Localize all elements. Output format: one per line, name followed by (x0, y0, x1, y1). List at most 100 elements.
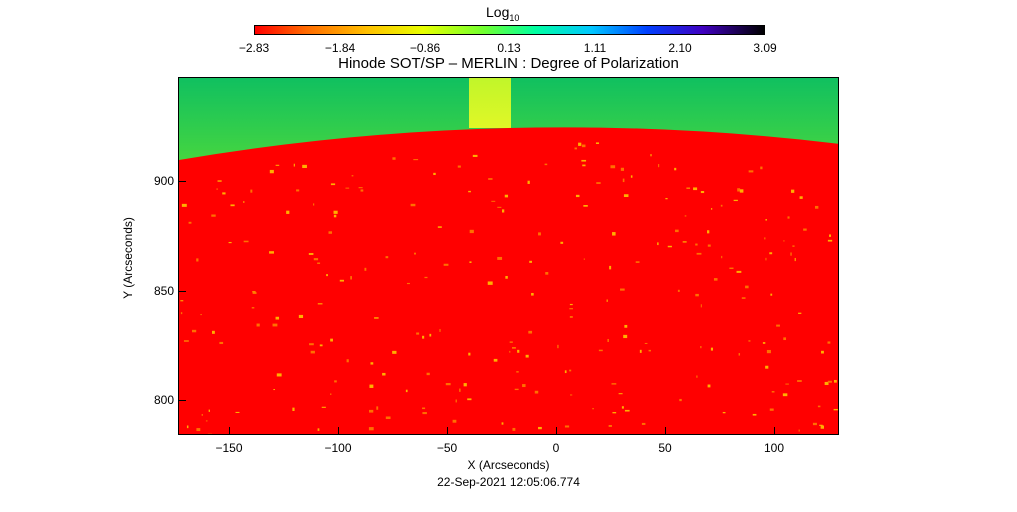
polarization-speck (678, 290, 680, 292)
polarization-speck (516, 371, 518, 372)
polarization-speck (453, 420, 457, 423)
polarization-speck (749, 170, 754, 172)
polarization-speck (314, 258, 318, 260)
polarization-speck (497, 257, 502, 260)
polarization-speck (765, 219, 766, 221)
polarization-speck (642, 423, 646, 425)
polarization-speck (575, 148, 577, 150)
polarization-speck (624, 194, 629, 197)
polarization-speck (740, 189, 744, 192)
polarization-speck (645, 343, 648, 344)
polarization-speck (422, 408, 425, 410)
polarization-speck (729, 268, 733, 269)
polarization-speck (791, 190, 794, 193)
polarization-speck (309, 253, 314, 255)
polarization-speck (196, 258, 198, 261)
x-tick-label: −100 (324, 441, 351, 455)
y-tick-mark (178, 291, 186, 292)
polarization-speck (582, 145, 586, 148)
polarization-speck (411, 204, 416, 206)
polarization-speck (502, 422, 504, 424)
polarization-speck (612, 383, 617, 384)
colorbar-tick-label: −2.83 (239, 41, 269, 55)
polarization-speck (785, 384, 789, 385)
polarization-speck (296, 189, 299, 191)
polarization-speck (369, 385, 373, 388)
polarization-speck (584, 258, 585, 259)
polarization-speck (438, 226, 442, 228)
polarization-speck (522, 384, 525, 387)
polarization-speck (318, 428, 320, 431)
polarization-speck (596, 182, 600, 183)
polarization-speck (273, 389, 275, 390)
polarization-speck (352, 175, 354, 176)
polarization-speck (685, 215, 687, 216)
polarization-speck (322, 407, 326, 408)
polarization-speck (578, 143, 581, 146)
polarization-speck (345, 188, 349, 189)
polarization-speck (350, 276, 351, 279)
polarization-speck (439, 329, 440, 332)
polarization-speck (701, 304, 702, 307)
polarization-speck (592, 408, 594, 409)
polarization-speck (640, 350, 642, 353)
polarization-speck (821, 425, 824, 428)
polarization-speck (376, 406, 378, 409)
polarization-speck (695, 244, 697, 246)
polarization-speck (196, 428, 200, 431)
polarization-speck (369, 427, 374, 430)
polarization-speck (763, 342, 765, 344)
polarization-speck (821, 351, 824, 354)
x-tick-mark (338, 427, 339, 435)
x-tick-mark (665, 427, 666, 435)
polarization-speck (517, 350, 519, 353)
polarization-speck (827, 341, 830, 343)
polarization-speck (701, 191, 704, 193)
polarization-speck (331, 183, 335, 185)
polarization-speck (491, 201, 495, 202)
polarization-speck (679, 399, 681, 401)
polarization-speck (200, 314, 201, 315)
polarization-speck (624, 325, 627, 328)
polarization-speck (509, 351, 510, 353)
polarization-speck (286, 211, 289, 214)
polarization-speck (674, 168, 676, 170)
polarization-speck (235, 412, 239, 413)
polarization-speck (582, 165, 585, 167)
polarization-speck (386, 256, 389, 258)
polarization-speck (621, 168, 624, 171)
x-tick-mark (774, 427, 775, 435)
x-tick-label: 50 (658, 441, 671, 455)
polarization-speck (470, 230, 474, 233)
polarization-speck (294, 164, 295, 167)
y-tick-mark (178, 181, 186, 182)
polarization-speck (512, 347, 516, 349)
polarization-speck (649, 350, 651, 352)
polarization-speck (795, 258, 796, 261)
polarization-speck (406, 390, 408, 392)
colorbar (254, 25, 765, 35)
polarization-speck (797, 380, 802, 382)
polarization-speck (693, 187, 697, 190)
polarization-speck (696, 375, 697, 377)
polarization-speck (292, 408, 294, 411)
polarization-speck (326, 274, 328, 276)
polarization-speck (180, 300, 183, 301)
polarization-speck (650, 154, 652, 156)
polarization-speck (515, 389, 519, 390)
polarization-speck (800, 196, 803, 199)
polarization-speck (416, 332, 419, 334)
polarization-speck (253, 292, 257, 294)
polarization-speck (714, 278, 718, 281)
polarization-speck (748, 340, 750, 341)
polarization-speck (243, 201, 244, 202)
polarization-speck (723, 412, 726, 413)
colorbar-tick-label: 3.09 (753, 41, 776, 55)
polarization-speck (636, 261, 640, 263)
polarization-speck (184, 340, 189, 342)
polarization-speck (622, 406, 624, 408)
polarization-speck (206, 420, 208, 421)
polarization-speck (222, 192, 225, 194)
x-tick-label: −150 (215, 441, 242, 455)
polarization-speck (668, 246, 672, 247)
